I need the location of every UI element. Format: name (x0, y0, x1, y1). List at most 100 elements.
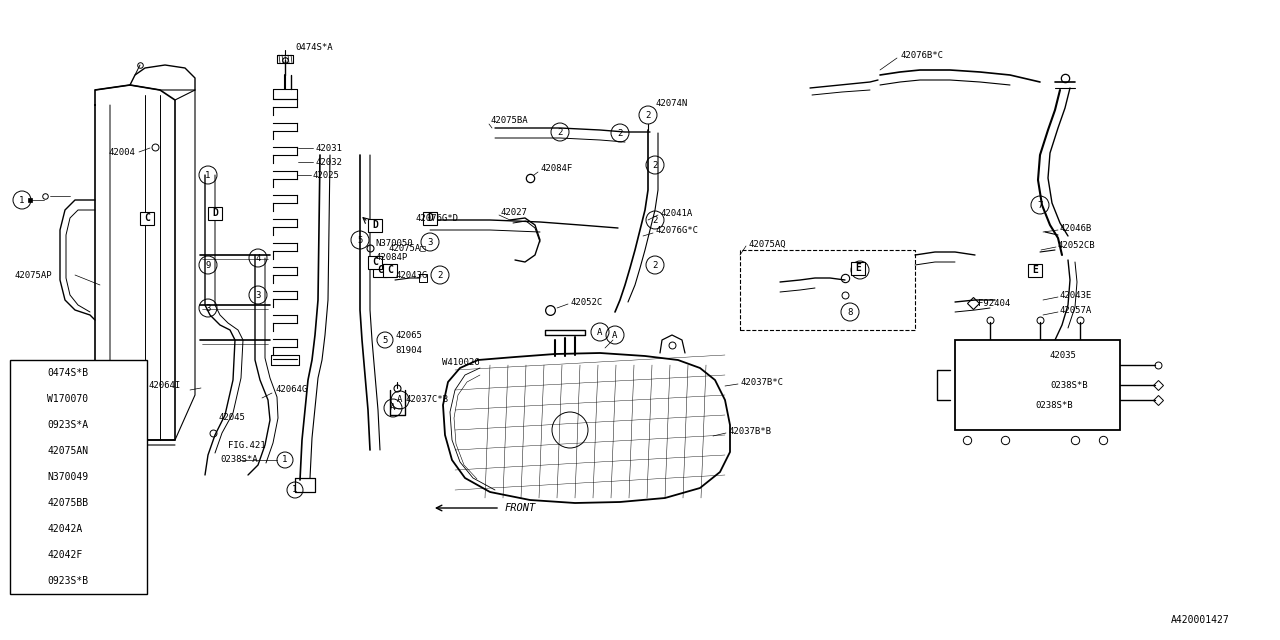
Text: 0238S*B: 0238S*B (1050, 381, 1088, 390)
Text: 5: 5 (357, 236, 362, 244)
Text: 6: 6 (23, 499, 28, 508)
Text: 42043E: 42043E (1060, 291, 1092, 300)
Text: 42057A: 42057A (1060, 305, 1092, 314)
Text: 2: 2 (23, 394, 28, 403)
Text: 42027: 42027 (500, 207, 527, 216)
Text: FRONT: FRONT (506, 503, 536, 513)
Text: 7: 7 (1037, 200, 1043, 209)
Bar (1028, 264, 1042, 276)
Text: W410026: W410026 (442, 358, 480, 367)
Text: 2: 2 (653, 260, 658, 269)
Text: 42042F: 42042F (47, 550, 82, 560)
Text: 42076G*C: 42076G*C (655, 225, 698, 234)
Text: 42045: 42045 (218, 413, 244, 422)
Text: 2: 2 (557, 127, 563, 136)
Text: C: C (387, 265, 393, 275)
Text: 42046B: 42046B (1060, 223, 1092, 232)
Text: E: E (1032, 265, 1038, 275)
Bar (383, 264, 397, 276)
Text: 0238S*B: 0238S*B (1036, 401, 1073, 410)
Bar (740, 250, 915, 330)
Text: 42043G: 42043G (396, 271, 428, 280)
Text: 42045A: 42045A (28, 474, 60, 483)
Text: 7: 7 (23, 525, 28, 534)
Text: 9: 9 (23, 577, 28, 586)
Text: 42075AP: 42075AP (14, 271, 52, 280)
Text: 3: 3 (23, 420, 28, 429)
Text: A: A (612, 330, 618, 339)
Text: 42075AQ: 42075AQ (748, 239, 786, 248)
Text: 0474S*A: 0474S*A (294, 42, 333, 51)
Text: 4: 4 (255, 253, 261, 262)
Text: C: C (372, 257, 378, 267)
Text: 42004: 42004 (108, 147, 134, 157)
Text: C: C (378, 265, 383, 275)
Text: 42076B*C: 42076B*C (900, 51, 943, 60)
Text: N370049: N370049 (47, 472, 88, 482)
Text: F92404: F92404 (978, 298, 1010, 307)
Text: 2: 2 (645, 111, 650, 120)
Text: 42037B*B: 42037B*B (728, 428, 771, 436)
Text: A: A (397, 396, 403, 404)
Text: 1: 1 (292, 486, 298, 495)
Text: D: D (212, 208, 218, 218)
Text: 0474S*B: 0474S*B (47, 368, 88, 378)
Text: 42041A: 42041A (660, 209, 692, 218)
Text: W170070: W170070 (47, 394, 88, 404)
Text: 42075BB: 42075BB (47, 498, 88, 508)
Text: 42035: 42035 (1050, 351, 1076, 360)
Text: E: E (855, 263, 861, 273)
Text: 42065: 42065 (396, 330, 422, 339)
Text: 3: 3 (428, 237, 433, 246)
Text: 42064I: 42064I (148, 381, 180, 390)
Text: 42075BA: 42075BA (490, 115, 527, 125)
Bar (369, 218, 381, 232)
Text: 42032: 42032 (315, 157, 342, 166)
Text: 5: 5 (383, 335, 388, 344)
Bar (372, 264, 387, 276)
Text: 1: 1 (205, 170, 211, 179)
Text: 6: 6 (858, 266, 863, 275)
Text: 1: 1 (23, 369, 28, 378)
Text: 2: 2 (617, 129, 622, 138)
Text: 42052C: 42052C (570, 298, 603, 307)
Text: 42074N: 42074N (655, 99, 687, 108)
Text: 2: 2 (653, 161, 658, 170)
Text: 42064G: 42064G (275, 385, 307, 394)
Text: D: D (372, 220, 378, 230)
Text: A420001427: A420001427 (1171, 615, 1230, 625)
Text: N370050: N370050 (375, 239, 412, 248)
Bar (851, 262, 865, 275)
Text: C: C (145, 213, 150, 223)
Text: 4: 4 (23, 447, 28, 456)
Text: FIG.421: FIG.421 (228, 440, 266, 449)
Bar (422, 211, 436, 225)
Bar (369, 255, 381, 269)
Text: 0923S*A: 0923S*A (47, 420, 88, 430)
Text: 42037B*C: 42037B*C (740, 378, 783, 387)
Text: 42075A□: 42075A□ (388, 243, 426, 253)
Bar (955, 340, 1120, 430)
Text: 42042A: 42042A (47, 524, 82, 534)
Text: 42052CB: 42052CB (1059, 241, 1096, 250)
Text: 3: 3 (255, 291, 261, 300)
Bar (140, 211, 154, 225)
Text: 42084F: 42084F (540, 163, 572, 173)
Text: 42037C*B: 42037C*B (404, 396, 448, 404)
Text: 5: 5 (23, 472, 28, 481)
Text: 1: 1 (283, 456, 288, 465)
Text: 1: 1 (19, 195, 24, 205)
Text: 42075AN: 42075AN (47, 446, 88, 456)
Text: 2: 2 (438, 271, 443, 280)
Text: 8: 8 (847, 307, 852, 317)
Bar (209, 207, 221, 220)
Text: 0238S*A: 0238S*A (220, 456, 257, 465)
Text: 42031: 42031 (315, 143, 342, 152)
Text: 2: 2 (653, 216, 658, 225)
Text: 42076G*D: 42076G*D (415, 214, 458, 223)
Text: 8: 8 (23, 550, 28, 559)
Text: A: A (390, 403, 396, 413)
Text: 3: 3 (205, 303, 211, 312)
Text: 9: 9 (205, 260, 211, 269)
Text: A: A (598, 328, 603, 337)
